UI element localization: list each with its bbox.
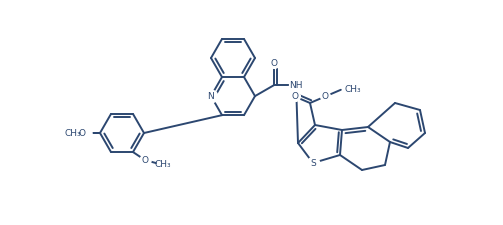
Text: N: N: [208, 92, 214, 101]
Text: NH: NH: [289, 81, 303, 90]
Text: O: O: [291, 92, 298, 101]
Text: CH₃: CH₃: [155, 160, 172, 169]
Text: S: S: [310, 158, 316, 167]
Text: O: O: [79, 128, 86, 137]
Text: O: O: [271, 58, 278, 68]
Text: CH₃: CH₃: [65, 128, 81, 137]
Text: CH₃: CH₃: [345, 85, 361, 94]
Text: O: O: [141, 155, 148, 164]
Text: O: O: [322, 92, 329, 101]
Text: N: N: [208, 92, 214, 101]
